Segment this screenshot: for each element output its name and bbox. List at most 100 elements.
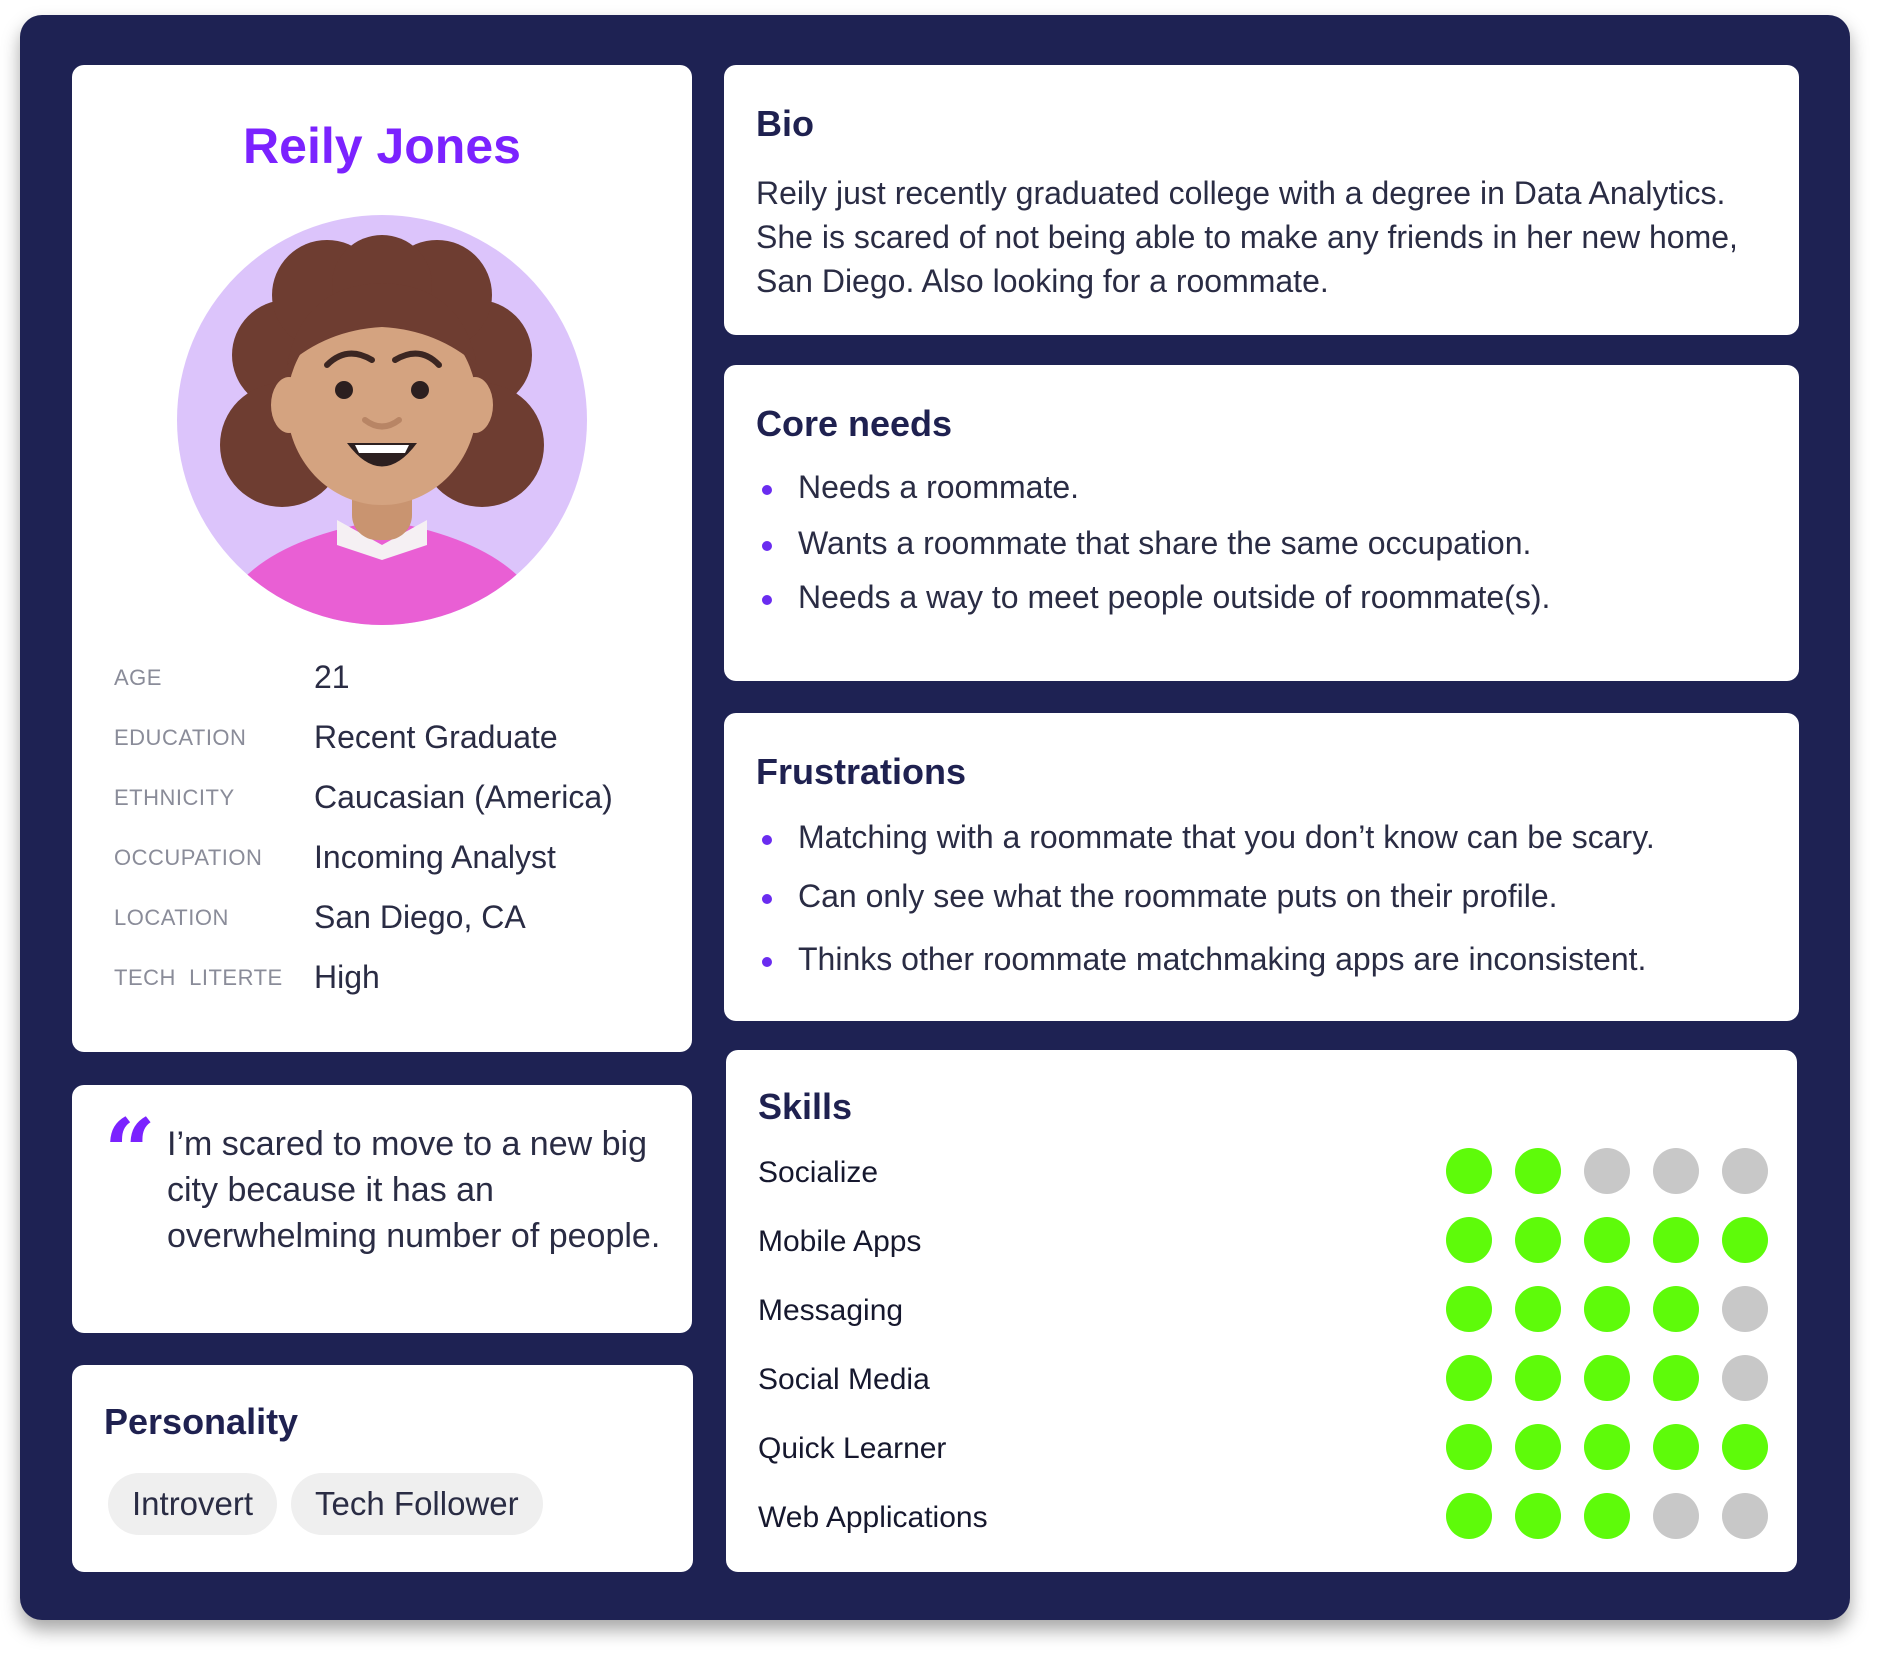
skill-dot-filled [1584,1493,1630,1539]
quote-card: “ I’m scared to move to a new big city b… [72,1085,692,1333]
skill-row: Quick Learner [758,1416,1768,1485]
skill-dot-filled [1584,1355,1630,1401]
skill-dot-empty [1722,1286,1768,1332]
skill-dot-filled [1584,1424,1630,1470]
bio-text: Reily just recently graduated college wi… [756,175,1738,299]
skill-dot-filled [1515,1217,1561,1263]
fact-occupation: OCCUPATION Incoming Analyst [114,835,674,895]
fact-label: EDUCATION [114,725,247,750]
list-item: Matching with a roommate that you don’t … [756,819,1776,878]
skills-title: Skills [758,1086,853,1127]
skill-rating [1446,1217,1768,1263]
skill-dot-empty [1653,1148,1699,1194]
skill-name: Web Applications [758,1501,988,1534]
skill-row: Social Media [758,1347,1768,1416]
persona-name: Reily Jones [243,118,521,174]
bio-card: Bio Reily just recently graduated colleg… [724,65,1799,335]
bullet-icon [762,485,772,495]
skill-rating [1446,1424,1768,1470]
avatar [177,215,587,625]
skill-dot-filled [1584,1286,1630,1332]
core-needs-list: Needs a roommate. Wants a roommate that … [756,469,1776,633]
skill-dot-filled [1515,1493,1561,1539]
skill-row: Mobile Apps [758,1209,1768,1278]
bullet-icon [762,957,772,967]
list-item-text: Wants a roommate that share the same occ… [798,525,1532,561]
skill-dot-empty [1584,1148,1630,1194]
skill-name: Messaging [758,1294,904,1327]
profile-facts: AGE 21 EDUCATION Recent Graduate ETHNICI… [114,655,674,1015]
skill-name: Mobile Apps [758,1225,922,1258]
list-item-text: Needs a roommate. [798,469,1080,505]
list-item-text: Matching with a roommate that you don’t … [798,819,1655,855]
frustrations-card: Frustrations Matching with a roommate th… [724,713,1799,1021]
fact-value: Recent Graduate [314,719,558,755]
skill-dot-filled [1722,1217,1768,1263]
skills-card: Skills Socialize Mobile Apps Messaging S… [726,1050,1797,1572]
skill-rating [1446,1286,1768,1332]
bullet-icon [762,541,772,551]
skill-dot-filled [1446,1217,1492,1263]
fact-ethnicity: ETHNICITY Caucasian (America) [114,775,674,835]
skill-row: Socialize [758,1140,1768,1209]
list-item-text: Thinks other roommate matchmaking apps a… [798,941,1647,977]
quote-text: I’m scared to move to a new big city bec… [167,1125,661,1255]
skill-dot-filled [1653,1217,1699,1263]
skill-dot-empty [1722,1148,1768,1194]
list-item-text: Can only see what the roommate puts on t… [798,878,1558,914]
skill-name: Social Media [758,1363,930,1396]
skill-dot-filled [1446,1286,1492,1332]
fact-age: AGE 21 [114,655,674,715]
skill-dot-filled [1515,1286,1561,1332]
skill-dot-empty [1722,1493,1768,1539]
fact-label: TECH LITERTE [114,965,283,990]
skill-name: Quick Learner [758,1432,947,1465]
skills-list: Socialize Mobile Apps Messaging Social M… [758,1140,1768,1554]
skill-row: Messaging [758,1278,1768,1347]
list-item: Thinks other roommate matchmaking apps a… [756,941,1776,995]
list-item: Wants a roommate that share the same occ… [756,525,1776,579]
fact-label: ETHNICITY [114,785,235,810]
fact-tech-literacy: TECH LITERTE High [114,955,674,1015]
fact-value: Caucasian (America) [314,779,613,815]
skill-dot-filled [1584,1217,1630,1263]
list-item: Can only see what the roommate puts on t… [756,878,1776,941]
quote-mark-icon: “ [104,1099,156,1205]
fact-education: EDUCATION Recent Graduate [114,715,674,775]
skill-dot-filled [1446,1355,1492,1401]
core-needs-card: Core needs Needs a roommate. Wants a roo… [724,365,1799,681]
skill-dot-empty [1722,1355,1768,1401]
skill-dot-filled [1653,1286,1699,1332]
persona-frame: Reily Jones [20,15,1850,1620]
bullet-icon [762,595,772,605]
skill-dot-filled [1515,1148,1561,1194]
skill-rating [1446,1355,1768,1401]
bio-title: Bio [756,103,814,144]
frustrations-title: Frustrations [756,751,967,792]
list-item: Needs a way to meet people outside of ro… [756,579,1776,633]
bullet-icon [762,835,772,845]
personality-tags: Introvert Tech Follower [108,1473,543,1535]
profile-card: Reily Jones [72,65,692,1052]
skill-dot-filled [1446,1493,1492,1539]
skill-dot-filled [1653,1355,1699,1401]
personality-tag: Tech Follower [291,1473,543,1535]
skill-dot-filled [1653,1424,1699,1470]
skill-dot-filled [1515,1424,1561,1470]
list-item: Needs a roommate. [756,469,1776,525]
fact-location: LOCATION San Diego, CA [114,895,674,955]
skill-dot-filled [1446,1424,1492,1470]
skill-row: Web Applications [758,1485,1768,1554]
personality-card: Personality Introvert Tech Follower [72,1365,693,1572]
personality-title: Personality [104,1401,299,1442]
skill-dot-empty [1653,1493,1699,1539]
fact-value: Incoming Analyst [314,839,556,875]
list-item-text: Needs a way to meet people outside of ro… [798,579,1551,615]
fact-value: San Diego, CA [314,899,526,935]
bullet-icon [762,894,772,904]
frustrations-list: Matching with a roommate that you don’t … [756,819,1776,995]
skill-dot-filled [1515,1355,1561,1401]
fact-value: High [314,959,380,995]
skill-rating [1446,1148,1768,1194]
fact-label: AGE [114,665,162,690]
